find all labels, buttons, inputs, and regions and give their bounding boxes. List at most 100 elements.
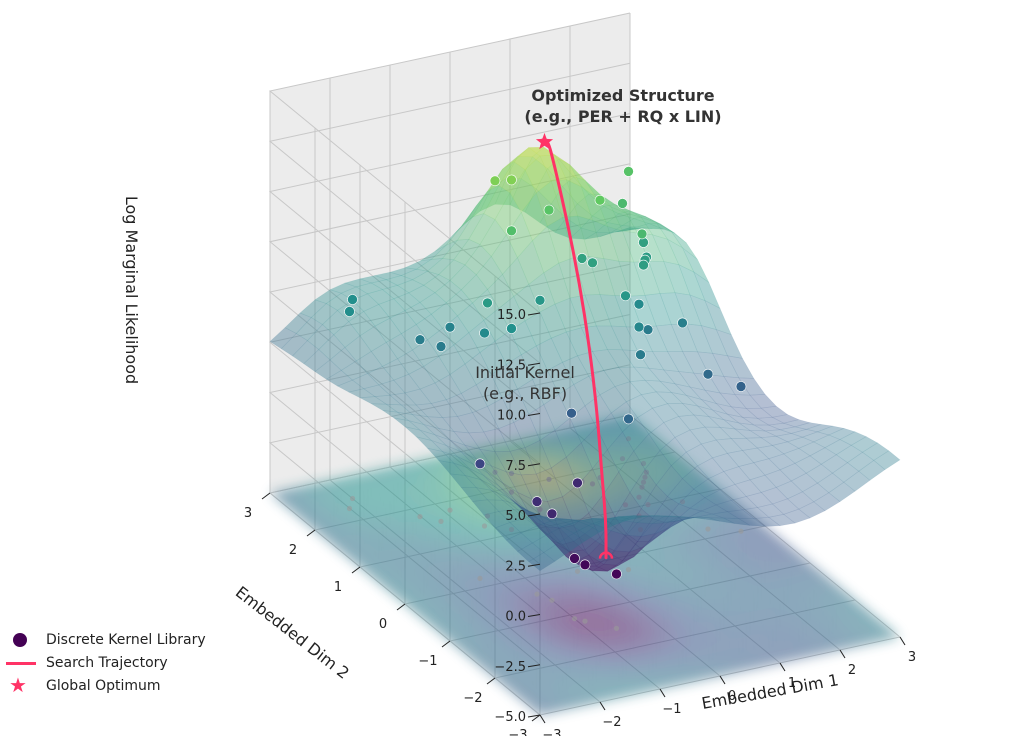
floor-cell <box>633 446 660 459</box>
surface-patch <box>426 447 455 464</box>
floor-cell <box>495 674 522 688</box>
surface-patch <box>284 312 312 334</box>
floor-cell <box>547 593 574 606</box>
floor-cell <box>397 532 424 545</box>
surface-patch <box>727 413 754 426</box>
surface-patch <box>419 429 447 446</box>
surface-patch <box>453 238 481 266</box>
floor-cell <box>783 553 810 567</box>
surface-patch <box>565 203 593 229</box>
surface-patch <box>712 511 740 519</box>
surface-patch <box>828 481 856 502</box>
surface-patch <box>656 519 683 534</box>
surface-patch <box>479 448 507 473</box>
floor-cell <box>690 492 717 505</box>
surface-patch <box>516 542 545 563</box>
floor-cell <box>618 589 645 602</box>
kernel-point <box>642 324 654 336</box>
floor-cell <box>570 518 597 531</box>
floor-cell <box>551 580 578 594</box>
floor-cell <box>851 609 878 622</box>
floor-cell <box>630 598 657 612</box>
y-tick-mark <box>486 677 496 685</box>
floor-cell <box>311 492 338 505</box>
legend-star-icon: ★ <box>9 672 27 697</box>
surface-patch <box>846 451 875 472</box>
search-trajectory <box>540 138 608 560</box>
floor-cell <box>517 646 544 659</box>
surface-patch <box>408 420 436 436</box>
floor-cell <box>768 603 795 617</box>
surface-patch <box>535 180 563 227</box>
floor-cell <box>813 640 840 654</box>
surface-patch <box>464 444 493 467</box>
surface-patch <box>403 259 432 270</box>
floor-cell <box>468 481 495 495</box>
floor-cell <box>412 575 439 589</box>
floor-cell <box>405 507 432 520</box>
surface-patch <box>753 458 781 476</box>
surface-patch <box>603 550 631 566</box>
surface-patch <box>513 498 541 530</box>
floor-cell <box>562 683 589 696</box>
floor-cell <box>701 641 728 655</box>
surface-patch <box>817 472 845 494</box>
surface-patch <box>749 474 777 493</box>
floor-cell <box>551 534 578 547</box>
surface-patch <box>719 426 748 439</box>
surface-patch <box>351 373 380 390</box>
surface-patch <box>798 501 826 519</box>
floor-cell <box>600 652 627 665</box>
surface-patch <box>689 497 717 512</box>
surface-patch <box>509 447 537 476</box>
surface-patch <box>572 176 601 195</box>
floor-cell <box>521 587 548 600</box>
surface-patch <box>607 431 635 473</box>
floor-cell <box>840 600 867 613</box>
surface-patch <box>621 515 650 523</box>
surface-patch <box>524 311 552 347</box>
y-tick-label: −2 <box>463 691 482 706</box>
z-tick-label: 12.5 <box>497 358 526 373</box>
floor-cell <box>660 452 687 465</box>
surface-patch <box>554 297 582 333</box>
surface-patch <box>648 520 676 542</box>
floor-cell <box>573 599 600 612</box>
floor-cell <box>397 579 424 592</box>
floor-cell <box>558 509 585 522</box>
z-tick-label: 15.0 <box>497 308 526 323</box>
floor-cell <box>390 463 417 477</box>
surface-patch <box>801 431 830 443</box>
likelihood-surface <box>269 146 901 572</box>
floor-cell <box>446 510 473 523</box>
surface-patch <box>611 225 638 233</box>
surface-patch <box>385 403 414 416</box>
kernel-point <box>531 496 543 507</box>
floor-cell <box>603 686 630 699</box>
x-tick-mark <box>599 701 606 711</box>
floor-cell <box>795 609 822 623</box>
surface-patch <box>434 280 462 304</box>
floor-point <box>619 456 626 462</box>
floor-cell <box>671 648 698 661</box>
surface-patch <box>760 487 789 505</box>
surface-patch <box>670 391 699 407</box>
surface-patch <box>374 394 403 406</box>
surface-patch <box>607 225 635 263</box>
floor-cell <box>513 565 540 578</box>
floor-cell <box>600 418 627 431</box>
floor-cell <box>543 605 570 619</box>
floor-cell <box>716 591 743 605</box>
floor-cell <box>787 588 814 601</box>
surface-patch <box>382 358 410 381</box>
floor-cell <box>427 525 454 539</box>
surface-patch <box>715 438 744 454</box>
surface-patch <box>621 540 650 562</box>
surface-patch <box>483 475 511 499</box>
surface-patch <box>771 441 800 455</box>
floor-cell <box>330 523 357 536</box>
surface-patch <box>509 178 537 213</box>
floor-cell <box>697 654 724 667</box>
floor-cell <box>652 570 679 583</box>
floor-cell <box>453 625 480 638</box>
